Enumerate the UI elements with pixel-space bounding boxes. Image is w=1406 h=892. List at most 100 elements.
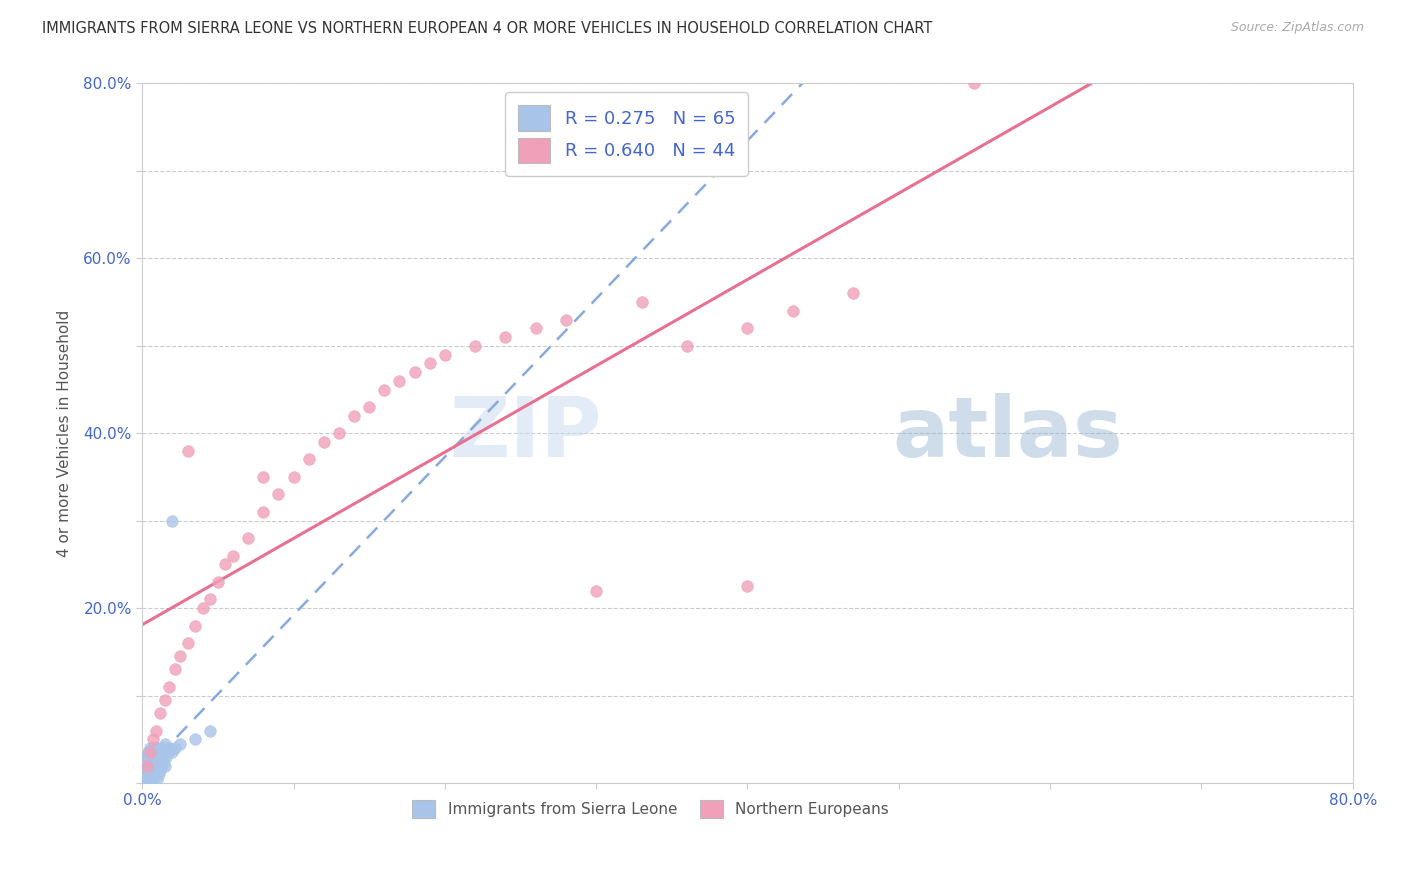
Point xyxy=(153,737,176,751)
Point xyxy=(963,77,986,91)
Point xyxy=(524,321,547,335)
Point xyxy=(298,452,321,467)
Point xyxy=(134,758,156,772)
Point xyxy=(676,339,699,353)
Point xyxy=(222,549,245,563)
Point xyxy=(737,321,759,335)
Point xyxy=(135,767,157,781)
Y-axis label: 4 or more Vehicles in Household: 4 or more Vehicles in Household xyxy=(58,310,72,557)
Point xyxy=(433,347,456,361)
Point xyxy=(737,579,759,593)
Point xyxy=(200,723,222,738)
Point xyxy=(139,758,162,772)
Point xyxy=(169,737,191,751)
Point xyxy=(207,574,229,589)
Point xyxy=(132,758,155,772)
Text: Source: ZipAtlas.com: Source: ZipAtlas.com xyxy=(1230,21,1364,35)
Point xyxy=(153,693,176,707)
Point xyxy=(135,763,157,777)
Point xyxy=(554,312,576,326)
Point xyxy=(404,365,426,379)
Point xyxy=(132,749,155,764)
Point xyxy=(146,741,169,756)
Point xyxy=(134,767,156,781)
Point xyxy=(141,767,163,781)
Point xyxy=(236,531,259,545)
Point xyxy=(373,383,395,397)
Point xyxy=(184,732,207,747)
Point xyxy=(145,767,167,781)
Point xyxy=(149,763,172,777)
Point xyxy=(842,286,865,301)
Point xyxy=(143,758,166,772)
Point xyxy=(135,758,157,772)
Point xyxy=(143,749,166,764)
Point xyxy=(143,749,166,764)
Point xyxy=(464,339,486,353)
Point xyxy=(136,758,159,772)
Point xyxy=(139,741,162,756)
Point xyxy=(252,505,274,519)
Point xyxy=(146,772,169,786)
Point xyxy=(134,772,156,786)
Text: atlas: atlas xyxy=(893,392,1123,474)
Point xyxy=(169,649,191,664)
Point xyxy=(165,741,187,756)
Point xyxy=(142,758,165,772)
Point xyxy=(388,374,411,388)
Point xyxy=(145,723,167,738)
Point xyxy=(148,749,170,764)
Point xyxy=(141,746,163,760)
Point xyxy=(155,749,177,764)
Point xyxy=(419,356,441,370)
Point xyxy=(184,618,207,632)
Point xyxy=(141,758,163,772)
Point xyxy=(162,514,184,528)
Point xyxy=(142,741,165,756)
Point xyxy=(162,746,184,760)
Point xyxy=(145,758,167,772)
Point xyxy=(149,749,172,764)
Point xyxy=(328,426,350,441)
Point xyxy=(312,434,335,449)
Point xyxy=(148,767,170,781)
Point xyxy=(142,767,165,781)
Point xyxy=(136,767,159,781)
Point xyxy=(139,746,162,760)
Point xyxy=(252,470,274,484)
Point xyxy=(176,443,198,458)
Point xyxy=(585,583,607,598)
Point xyxy=(782,303,804,318)
Point xyxy=(152,754,174,768)
Point xyxy=(150,741,173,756)
Point xyxy=(267,487,290,501)
Point xyxy=(191,601,214,615)
Point xyxy=(630,295,652,310)
Point xyxy=(141,772,163,786)
Point xyxy=(135,763,157,777)
Point xyxy=(148,746,170,760)
Point xyxy=(146,741,169,756)
Point xyxy=(143,767,166,781)
Point xyxy=(136,772,159,786)
Point xyxy=(142,746,165,760)
Point xyxy=(135,749,157,764)
Point xyxy=(176,636,198,650)
Point xyxy=(141,758,163,772)
Point xyxy=(165,662,187,676)
Point xyxy=(214,558,236,572)
Point xyxy=(146,754,169,768)
Point xyxy=(146,763,169,777)
Point xyxy=(139,754,162,768)
Point xyxy=(156,746,179,760)
Point xyxy=(136,746,159,760)
Point xyxy=(494,330,516,344)
Point xyxy=(135,772,157,786)
Point xyxy=(145,754,167,768)
Text: ZIP: ZIP xyxy=(450,392,602,474)
Point xyxy=(283,470,305,484)
Point xyxy=(149,706,172,720)
Point xyxy=(142,732,165,747)
Point xyxy=(149,746,172,760)
Point xyxy=(159,741,181,756)
